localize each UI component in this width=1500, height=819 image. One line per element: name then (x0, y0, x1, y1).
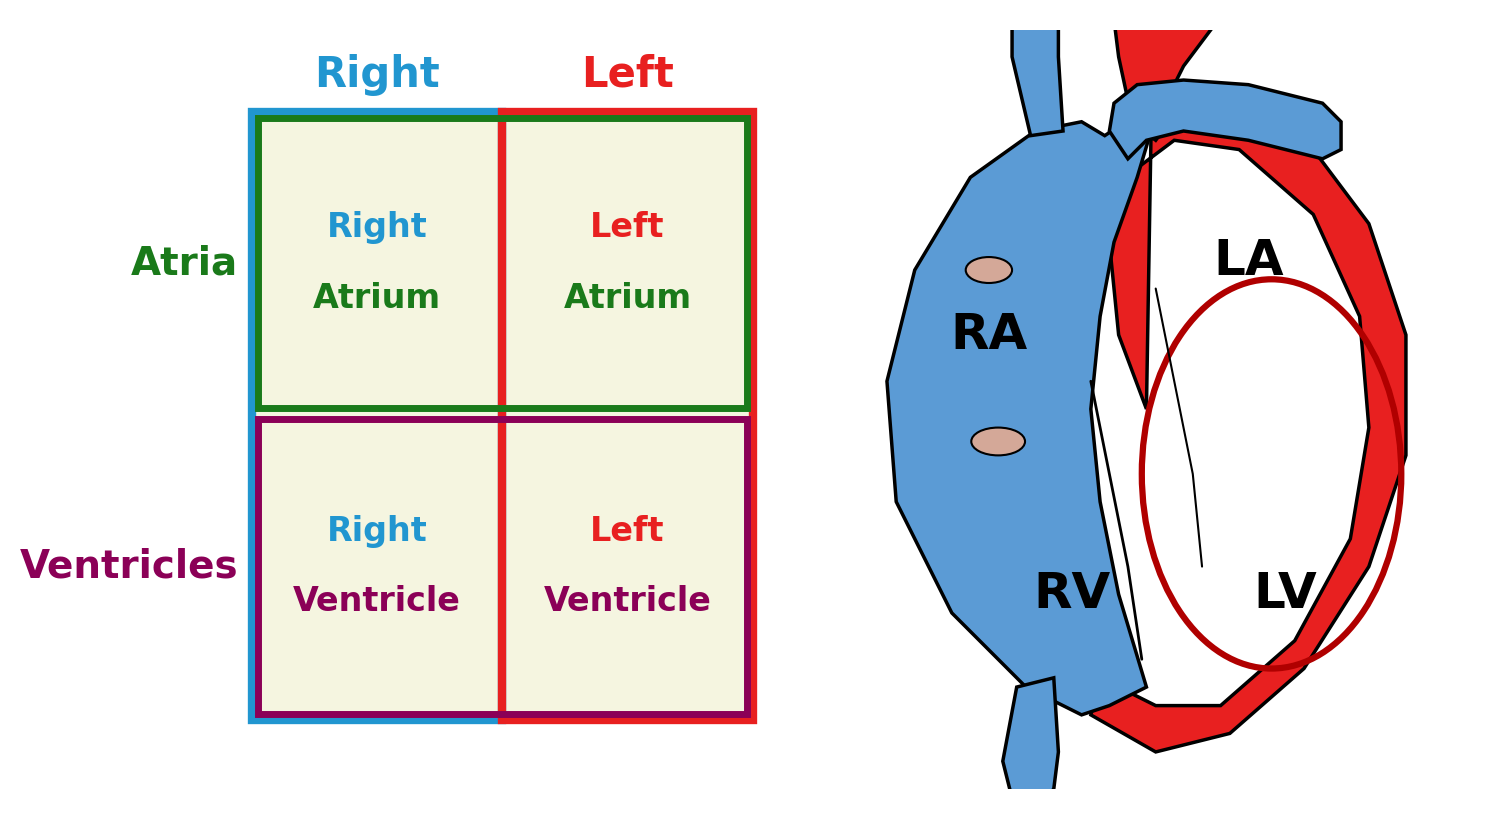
Text: Ventricle: Ventricle (294, 586, 460, 618)
Bar (258, 118, 747, 408)
Bar (258, 419, 747, 714)
Text: Atria: Atria (130, 244, 238, 282)
Ellipse shape (966, 257, 1012, 283)
Text: Left: Left (580, 54, 674, 96)
Text: Left: Left (590, 211, 664, 244)
Bar (252, 112, 753, 720)
Text: Right: Right (327, 211, 427, 244)
Polygon shape (1090, 103, 1406, 752)
Text: LA: LA (1214, 237, 1284, 285)
Text: LV: LV (1254, 570, 1317, 618)
Text: RV: RV (1034, 570, 1112, 618)
Polygon shape (1110, 0, 1221, 140)
Ellipse shape (972, 428, 1024, 455)
Bar (503, 112, 753, 720)
Polygon shape (1013, 0, 1064, 136)
Text: Right: Right (315, 54, 440, 96)
Text: Ventricles: Ventricles (20, 548, 238, 586)
Polygon shape (1142, 57, 1170, 122)
Text: Left: Left (590, 515, 664, 548)
Polygon shape (886, 117, 1150, 715)
Polygon shape (1110, 80, 1341, 159)
Text: Atrium: Atrium (314, 282, 441, 314)
Text: Atrium: Atrium (564, 282, 692, 314)
Text: Ventricle: Ventricle (543, 586, 711, 618)
Text: Right: Right (327, 515, 427, 548)
Polygon shape (1004, 678, 1059, 808)
Text: RA: RA (951, 311, 1028, 359)
Bar (252, 112, 503, 720)
